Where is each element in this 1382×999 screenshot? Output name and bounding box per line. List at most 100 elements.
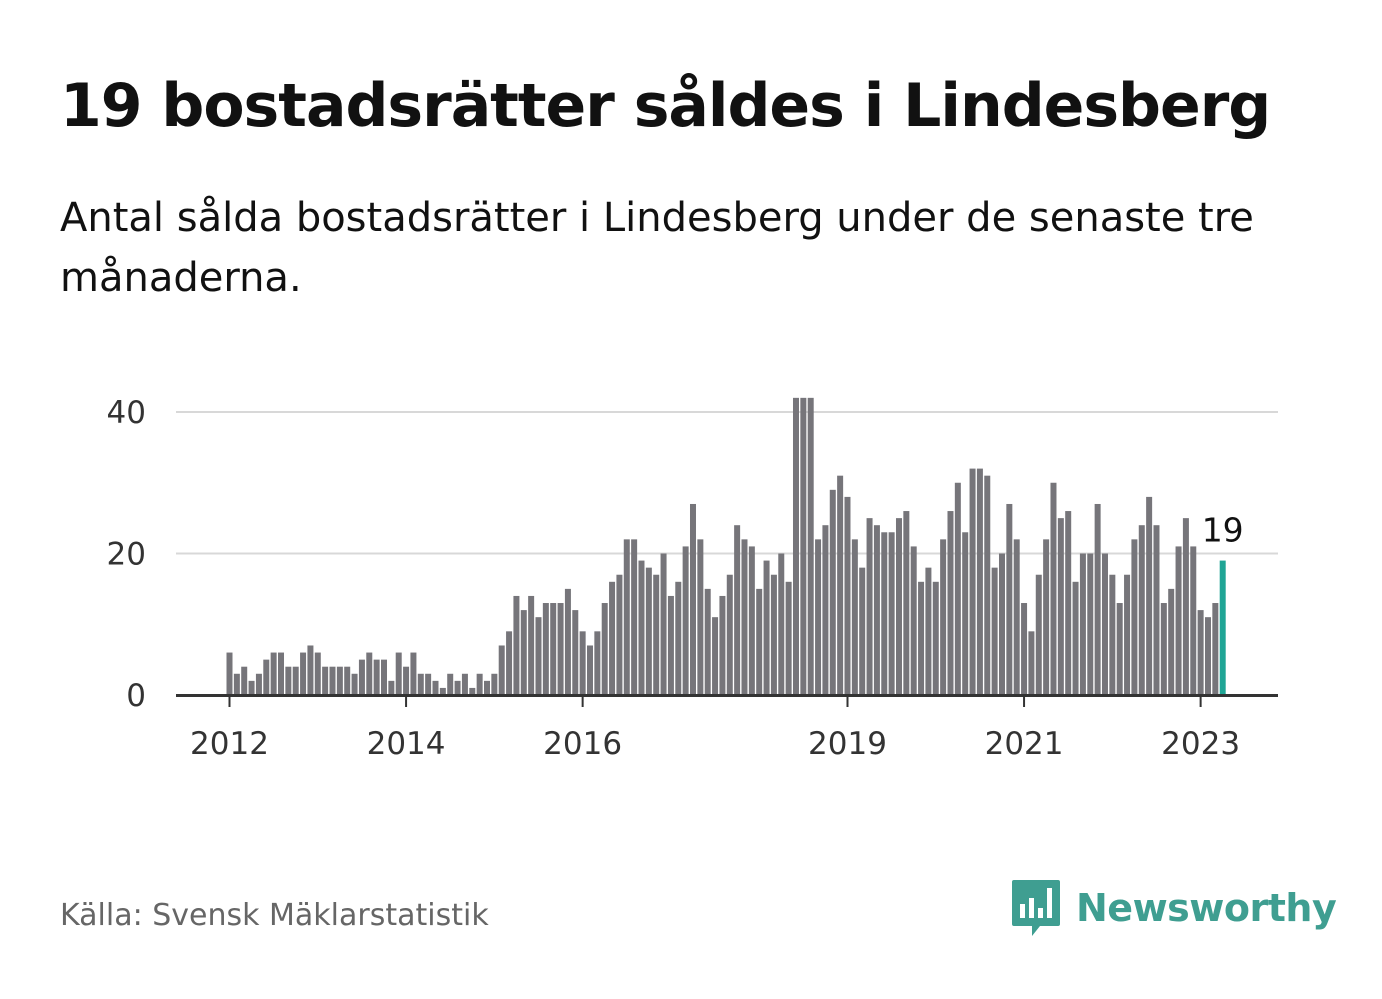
bar [1182,518,1189,696]
bar [866,518,873,696]
bar [1109,574,1116,695]
bar [520,610,527,695]
bar [962,532,969,695]
bar [969,468,976,695]
bar [903,511,910,695]
bar [579,631,586,695]
bar [1094,503,1101,695]
bar [1146,496,1153,695]
bar [557,603,564,695]
x-tick-label-2014: 2014 [367,726,446,762]
bar [910,546,917,695]
bar [388,680,395,695]
bar [255,673,262,695]
x-tick-label-2019: 2019 [808,726,887,762]
bar [417,673,424,695]
bar [675,581,682,695]
bar [682,546,689,695]
bar [859,567,866,695]
bar [947,511,954,695]
bar [248,680,255,695]
bar [616,574,623,695]
bar [381,659,387,696]
bar [1043,539,1050,695]
bar [1190,546,1197,695]
bar [484,680,490,695]
bar [1197,610,1204,695]
bar [1006,503,1013,695]
y-tick-label-40: 40 [107,395,146,431]
bar [270,652,277,695]
bar [351,673,358,695]
bar [785,581,792,695]
bar [1057,518,1064,696]
x-tick-label-2023: 2023 [1161,726,1240,762]
bar [241,666,248,695]
bar [822,525,829,695]
bar [373,659,380,696]
bar [594,631,601,695]
bar [660,553,667,695]
bar [609,581,616,695]
bar [638,560,645,695]
bar [322,666,329,695]
newsworthy-logo-icon [1012,880,1060,936]
bar [506,631,513,695]
bar [469,687,476,695]
bar [403,666,410,695]
chart-title: 19 bostadsrätter såldes i Lindesberg [60,71,1271,141]
bar [344,666,351,695]
bar [366,652,373,695]
bar [513,595,520,695]
bar [447,673,454,695]
bar [395,652,402,695]
bar [572,610,579,695]
bar [1101,553,1108,695]
bar [425,673,432,695]
x-tick-label-2016: 2016 [543,726,622,762]
bar [336,666,343,695]
bar [778,553,785,695]
bar [550,603,557,695]
bar [1124,574,1131,695]
bar [844,496,851,695]
bar [918,581,925,695]
bar [697,539,704,695]
bar [704,588,711,696]
bar [410,652,417,695]
bar [1131,539,1138,695]
bar [726,574,733,695]
bar [1050,482,1057,695]
bar [873,525,880,695]
bar [954,482,961,695]
bar [498,645,505,695]
bar [984,475,991,695]
bar [888,532,895,695]
bar [689,503,696,695]
bar [807,397,814,695]
bar [792,397,799,695]
y-tick-label-20: 20 [107,537,146,573]
bar [307,645,314,695]
bar [837,475,844,695]
bar [1013,539,1020,695]
bar [476,673,483,695]
bar [300,652,307,695]
bar [1153,525,1160,695]
brand-logo[interactable]: Newsworthy [1010,878,1337,938]
bar [1065,511,1072,695]
bar [233,673,240,695]
bar [1072,581,1079,695]
bar [991,567,998,695]
bar [1204,617,1211,695]
bar [263,659,270,696]
bar [601,603,608,695]
bar [851,539,858,695]
bar [712,617,719,695]
bar [1028,631,1035,695]
bar [1212,603,1219,695]
bar [829,489,836,695]
bar [748,546,755,695]
bar-highlight [1219,560,1226,695]
highlight-value-label: 19 [1202,511,1244,550]
